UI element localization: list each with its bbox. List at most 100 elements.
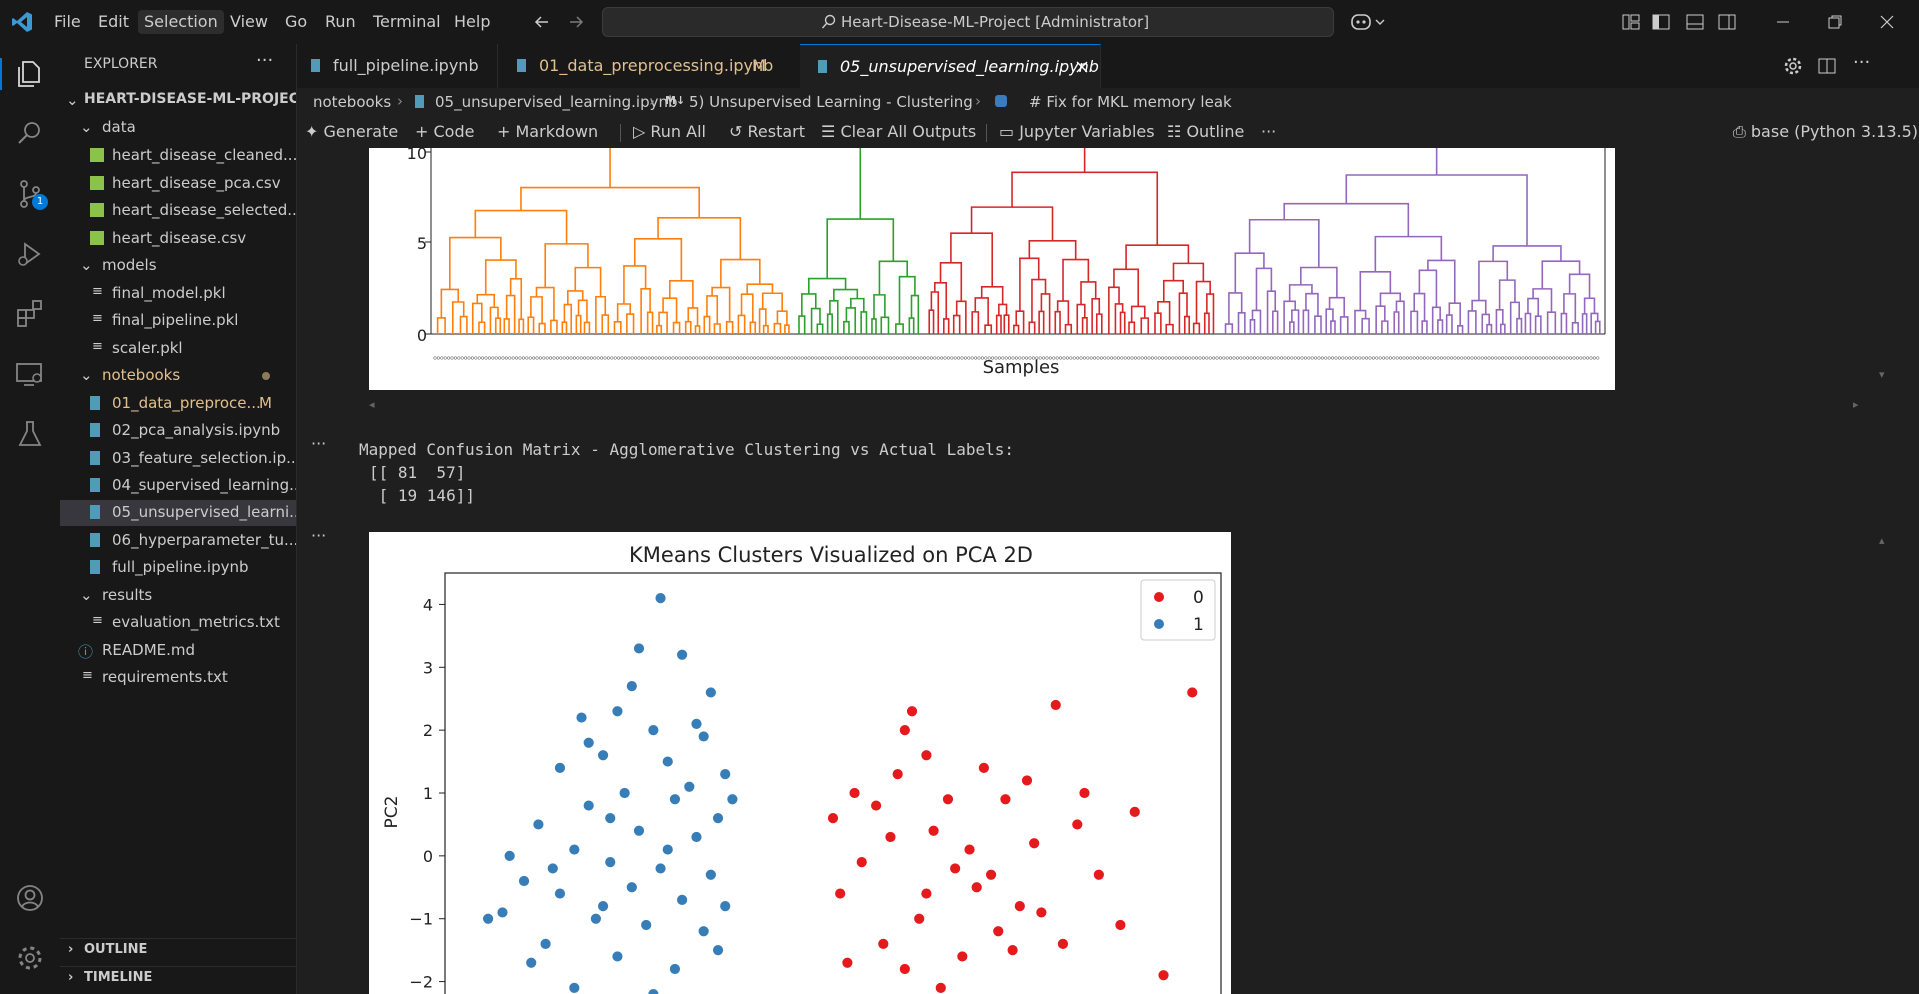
command-center-search[interactable]: Heart-Disease-ML-Project [Administrator] [602, 7, 1334, 37]
toggle-primary-sidebar-icon[interactable] [1652, 13, 1670, 31]
tab-full-pipeline[interactable]: full_pipeline.ipynb [297, 44, 498, 88]
file-notebook-6[interactable]: full_pipeline.ipynb [60, 555, 296, 581]
run-all-button[interactable]: ▷ Run All [633, 122, 706, 141]
file-models-2[interactable]: ≡ scaler.pkl [92, 339, 183, 357]
scroll-left-icon[interactable]: ◂ [369, 398, 375, 411]
breadcrumb-notebooks[interactable]: notebooks [313, 93, 392, 111]
scroll-down-icon[interactable]: ▾ [1879, 368, 1885, 381]
jupyter-variables-button[interactable]: ▭ Jupyter Variables [999, 122, 1155, 141]
dendro-link [998, 303, 1008, 316]
remote-explorer-icon[interactable] [14, 358, 46, 390]
breadcrumb-section[interactable]: 5) Unsupervised Learning - Clustering [689, 93, 973, 111]
gear-icon[interactable] [1783, 56, 1803, 76]
cell-output-menu[interactable]: ··· [311, 434, 327, 453]
file-notebook-2[interactable]: 03_feature_selection.ip... [60, 446, 296, 472]
file-notebook-3[interactable]: 04_supervised_learning... [60, 473, 296, 499]
file-requirements[interactable]: ≡ requirements.txt [82, 668, 228, 686]
restart-button[interactable]: ↺ Restart [729, 122, 806, 141]
folder-notebooks[interactable]: ⌄ notebooks [60, 363, 296, 389]
add-markdown-button[interactable]: + Markdown [497, 122, 599, 141]
clear-outputs-button[interactable]: ☰ Clear All Outputs [821, 122, 977, 141]
scroll-up-icon[interactable]: ▴ [1879, 534, 1885, 547]
scatter-point-0 [891, 768, 904, 781]
menu-edit[interactable]: Edit [98, 12, 129, 31]
breadcrumb-file[interactable]: 05_unsupervised_learning.ipynb [435, 93, 678, 111]
menu-file[interactable]: File [54, 12, 81, 31]
split-editor-icon[interactable] [1817, 56, 1837, 76]
copilot-icon[interactable] [1350, 11, 1386, 33]
chevron-right-icon: › [68, 970, 74, 985]
run-debug-icon[interactable] [14, 238, 46, 270]
file-notebook-1[interactable]: 02_pca_analysis.ipynb [60, 418, 296, 444]
forward-arrow-icon[interactable] [566, 12, 586, 32]
outline-section[interactable]: › OUTLINE [68, 942, 148, 957]
close-tab-icon[interactable] [1076, 61, 1088, 73]
explorer-more-icon[interactable]: ··· [256, 50, 274, 71]
menu-selection[interactable]: Selection [138, 10, 224, 34]
explorer-icon[interactable] [14, 58, 46, 90]
leaf-tick [647, 356, 651, 360]
scatter-point-1 [654, 592, 667, 605]
notebook-icon [90, 423, 100, 437]
dendro-link [1054, 310, 1061, 334]
file-data-0[interactable]: heart_disease_cleaned.... [60, 143, 296, 169]
file-data-2[interactable]: heart_disease_selected.... [60, 198, 296, 224]
toggle-panel-icon[interactable] [1686, 13, 1704, 31]
file-readme[interactable]: ⓘ README.md [78, 641, 196, 661]
minimize-icon[interactable] [1774, 13, 1792, 31]
file-models-1[interactable]: ≡ final_pipeline.pkl [92, 311, 239, 329]
toolbar-more-button[interactable]: ··· [1261, 122, 1277, 141]
menu-go[interactable]: Go [285, 12, 308, 31]
leaf-tick [763, 356, 767, 360]
tabs-more-icon[interactable]: ··· [1853, 52, 1871, 73]
generate-button[interactable]: ✦ Generate [305, 122, 399, 141]
close-window-icon[interactable] [1878, 13, 1896, 31]
dendro-link [1581, 313, 1588, 334]
dendro-link [583, 321, 591, 334]
tab-unsupervised-learning[interactable]: 05_unsupervised_learning.ipynb [800, 44, 1101, 90]
leaf-tick [838, 356, 842, 360]
menu-terminal[interactable]: Terminal [373, 12, 441, 31]
project-root[interactable]: ⌄ HEART-DISEASE-ML-PROJECT [66, 91, 296, 109]
timeline-section[interactable]: › TIMELINE [68, 970, 153, 985]
toggle-secondary-sidebar-icon[interactable] [1718, 13, 1736, 31]
account-icon[interactable] [14, 882, 46, 914]
file-notebook-5[interactable]: 06_hyperparameter_tu... [60, 528, 296, 554]
extensions-icon[interactable] [14, 298, 46, 330]
file-notebook-0[interactable]: 01_data_preproce... M [60, 391, 296, 417]
menu-help[interactable]: Help [454, 12, 491, 31]
file-data-3[interactable]: heart_disease.csv [60, 226, 296, 252]
file-notebook-4[interactable]: 05_unsupervised_learni... [60, 500, 296, 526]
cell-output-menu[interactable]: ··· [311, 526, 327, 545]
customize-layout-icon[interactable] [1622, 13, 1640, 31]
breadcrumb-cell[interactable]: # Fix for MKL memory leak [1029, 93, 1232, 111]
outline-button[interactable]: ☷ Outline [1167, 122, 1245, 141]
leaf-tick [1144, 356, 1148, 360]
search-sidebar-icon[interactable] [14, 118, 46, 150]
scroll-right-icon[interactable]: ▸ [1853, 398, 1859, 411]
tab-data-preprocessing[interactable]: 01_data_preprocessing.ipynb M [497, 44, 801, 88]
back-arrow-icon[interactable] [532, 12, 552, 32]
folder-models[interactable]: ⌄ models [80, 256, 157, 274]
folder-data[interactable]: ⌄ data [80, 118, 136, 136]
leaf-tick [1361, 356, 1365, 360]
scatter-point-0 [920, 749, 933, 762]
dendrogram-xlabel: Samples [983, 357, 1060, 378]
file-data-1[interactable]: heart_disease_pca.csv [60, 171, 296, 197]
testing-icon[interactable] [14, 418, 46, 450]
leaf-tick [943, 356, 947, 360]
folder-results[interactable]: ⌄ results [80, 586, 153, 604]
leaf-tick [1582, 356, 1586, 360]
leaf-tick [671, 356, 675, 360]
file-results-0[interactable]: ≡ evaluation_metrics.txt [92, 613, 280, 631]
file-models-0[interactable]: ≡ final_model.pkl [92, 284, 226, 302]
menu-view[interactable]: View [230, 12, 268, 31]
kernel-picker[interactable]: ⎙ base (Python 3.13.5) [1733, 122, 1919, 141]
scatter-point-0 [898, 963, 911, 975]
leaf-tick [637, 356, 641, 360]
menu-run[interactable]: Run [325, 12, 356, 31]
restore-icon[interactable] [1826, 13, 1844, 31]
manage-gear-icon[interactable] [14, 942, 46, 974]
dendro-link [971, 311, 980, 334]
add-code-button[interactable]: + Code [415, 122, 475, 141]
